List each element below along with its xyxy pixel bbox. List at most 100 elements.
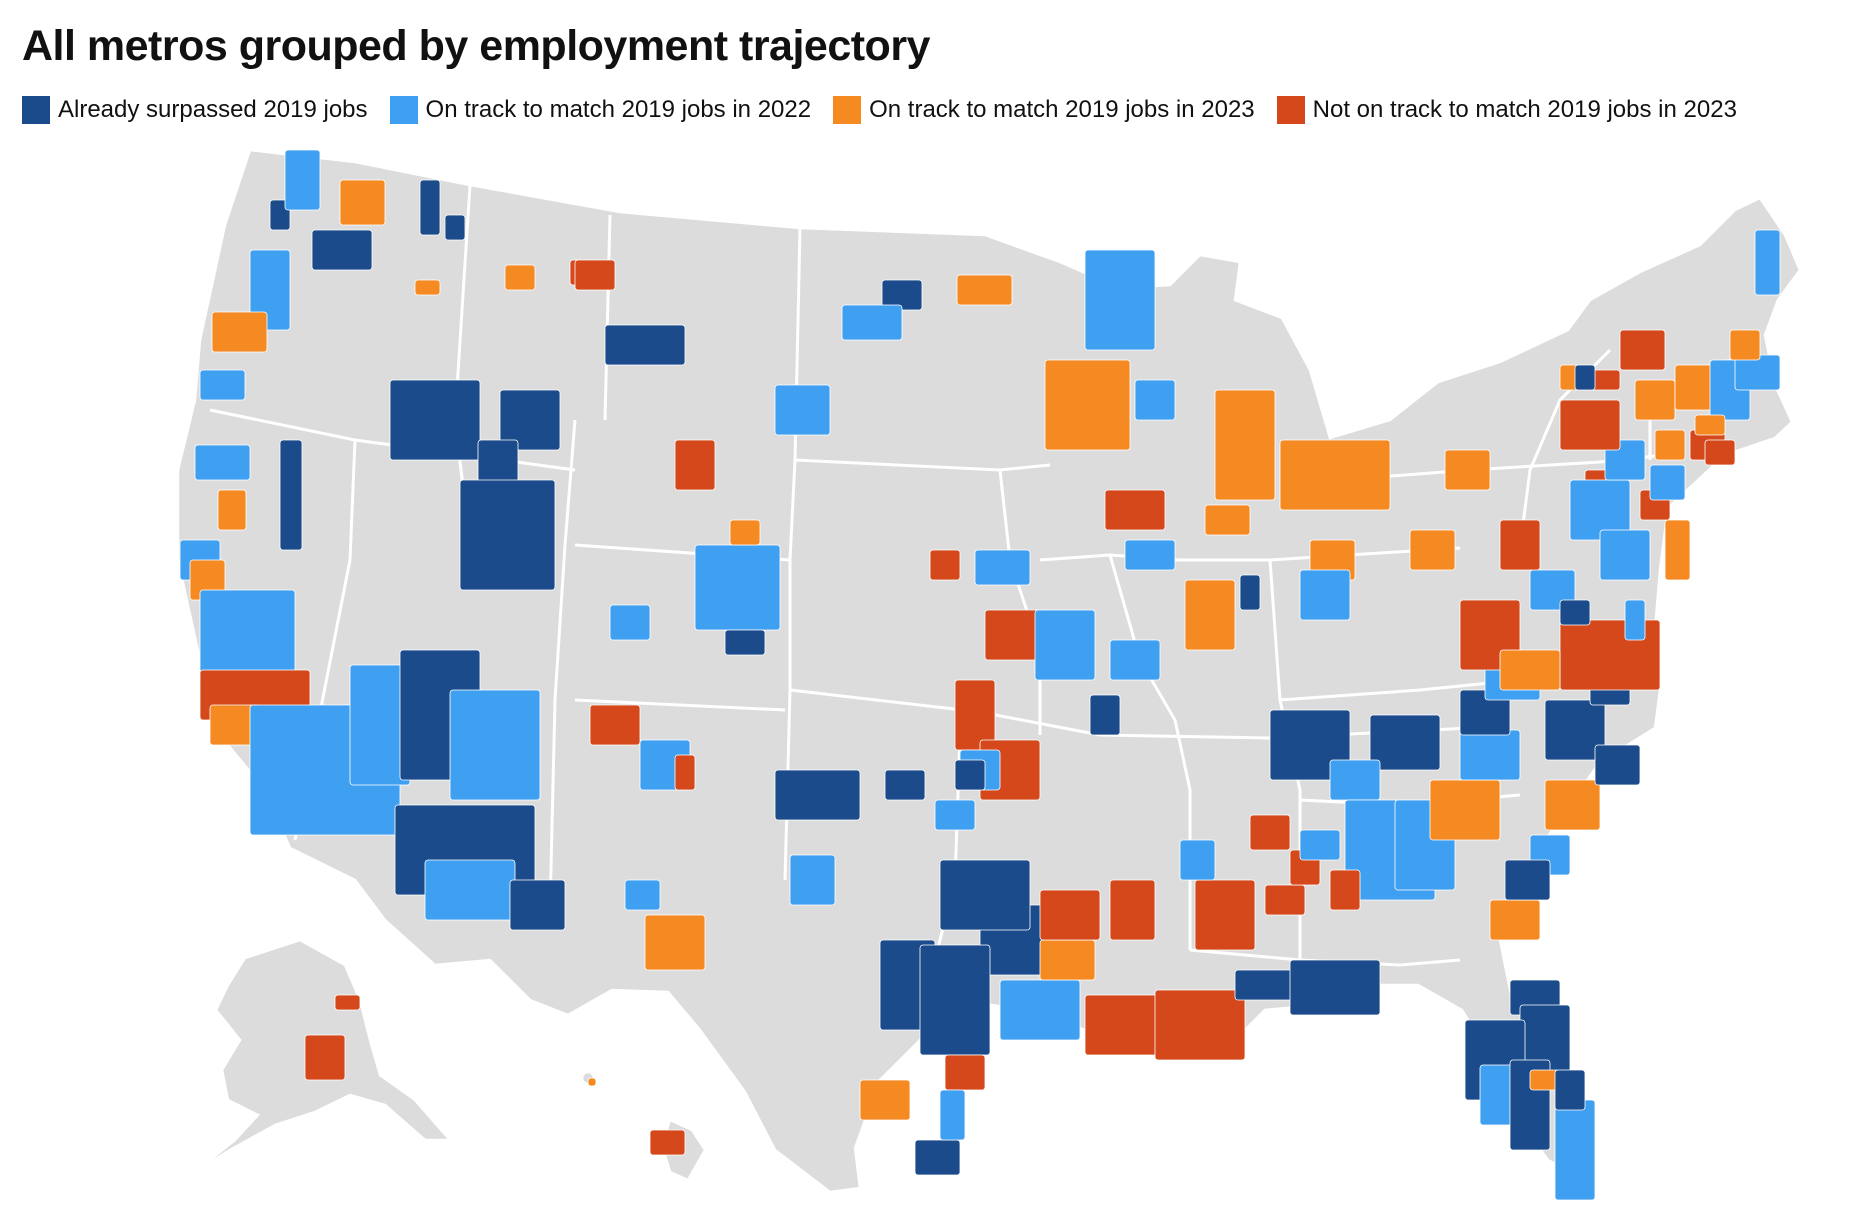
metro-area-on-track-2022	[1554, 1099, 1596, 1201]
metro-area-surpassed	[1554, 1069, 1586, 1111]
metro-area-surpassed	[1369, 714, 1441, 771]
legend-swatch	[389, 96, 418, 124]
metro-area-on-track-2023	[1544, 779, 1601, 831]
metro-area-on-track-2023	[1489, 899, 1541, 941]
metro-area-not-on-track	[1329, 869, 1361, 911]
metro-area-on-track-2022	[624, 879, 661, 911]
legend-label: On track to match 2019 jobs in 2023	[869, 96, 1255, 123]
metro-area-on-track-2022	[609, 604, 651, 641]
metro-area-surpassed	[1559, 599, 1591, 626]
metro-area-not-on-track	[1249, 814, 1291, 851]
metro-area-surpassed	[724, 629, 766, 656]
metro-area-on-track-2022	[1459, 729, 1521, 781]
metro-area-not-on-track	[574, 259, 616, 291]
metro-area-on-track-2022	[1624, 599, 1646, 641]
metro-area-on-track-2022	[789, 854, 836, 906]
metro-area-surpassed	[509, 879, 566, 931]
metro-area-on-track-2022	[449, 689, 541, 801]
metro-area-on-track-2022	[249, 249, 291, 331]
metro-area-not-on-track	[1499, 519, 1541, 571]
metro-area-surpassed	[914, 1139, 961, 1176]
metro-area-on-track-2022	[939, 1089, 966, 1141]
metro-area-not-on-track	[674, 754, 696, 791]
metro-area-on-track-2023	[1044, 359, 1131, 451]
metro-area-on-track-2023	[1634, 379, 1676, 421]
legend-swatch	[1276, 96, 1305, 124]
legend-item-not-on-track: Not on track to match 2019 jobs in 2023	[1276, 96, 1737, 124]
metro-area-on-track-2022	[841, 304, 903, 341]
metro-area-on-track-2023	[1279, 439, 1391, 511]
metro-area-on-track-2022	[1329, 759, 1381, 801]
metro-area-surpassed	[459, 479, 556, 591]
metro-area-on-track-2022	[934, 799, 976, 831]
metro-area-surpassed	[279, 439, 303, 551]
metro-area-on-track-2022	[694, 544, 781, 631]
metro-area-surpassed	[311, 229, 373, 271]
metro-area-not-on-track	[1264, 884, 1306, 916]
metro-area-on-track-2022	[424, 859, 516, 921]
metro-area-on-track-2023	[729, 519, 761, 546]
legend-item-on-track-2023: On track to match 2019 jobs in 2023	[833, 96, 1255, 124]
metro-area-on-track-2023	[339, 179, 386, 226]
metro-areas	[179, 149, 1781, 1201]
metro-area-on-track-2023	[1694, 414, 1726, 436]
metro-area-surpassed	[1544, 699, 1606, 761]
metro-area-not-on-track	[334, 994, 361, 1011]
metro-area-not-on-track	[1104, 489, 1166, 531]
metro-area-surpassed	[604, 324, 686, 366]
metro-area-not-on-track	[1154, 989, 1246, 1061]
metro-area-on-track-2022	[284, 149, 321, 211]
metro-area-on-track-2022	[1754, 229, 1781, 296]
legend-label: Already surpassed 2019 jobs	[58, 96, 368, 123]
metro-area-not-on-track	[944, 1054, 986, 1091]
metro-area-on-track-2023	[1039, 939, 1096, 981]
metro-area-on-track-2022	[1649, 464, 1686, 501]
legend-label: Not on track to match 2019 jobs in 2023	[1312, 96, 1737, 123]
metro-area-on-track-2023	[504, 264, 536, 291]
metro-area-surpassed	[1089, 694, 1121, 736]
metro-area-not-on-track	[1109, 879, 1156, 941]
metro-area-on-track-2023	[1729, 329, 1761, 361]
metro-area-surpassed	[499, 389, 561, 451]
metro-area-on-track-2022	[1084, 249, 1156, 351]
legend-swatch	[22, 96, 50, 124]
metro-area-not-on-track	[304, 1034, 346, 1081]
metro-area-surpassed	[1239, 574, 1261, 611]
metro-area-surpassed	[884, 769, 926, 801]
metro-area-on-track-2023	[1214, 389, 1276, 501]
map-title: All metros grouped by employment traject…	[22, 22, 930, 70]
metro-area-on-track-2023	[217, 489, 247, 531]
metro-area-surpassed	[419, 179, 441, 236]
metro-area-on-track-2022	[1134, 379, 1176, 421]
metro-area-on-track-2023	[1204, 504, 1251, 536]
metro-area-not-on-track	[1619, 329, 1666, 371]
metro-area-on-track-2023	[587, 1077, 597, 1087]
metro-area-surpassed	[919, 944, 991, 1056]
metro-area-not-on-track	[1559, 399, 1621, 451]
metro-area-on-track-2023	[859, 1079, 911, 1121]
metro-area-on-track-2022	[974, 549, 1031, 586]
metro-area-surpassed	[1574, 364, 1596, 391]
metro-area-on-track-2022	[1599, 529, 1651, 581]
metro-area-not-on-track	[649, 1129, 686, 1156]
metro-area-surpassed	[1594, 744, 1641, 786]
legend-swatch	[833, 96, 862, 124]
metro-area-not-on-track	[1704, 439, 1736, 466]
metro-area-on-track-2022	[194, 444, 251, 481]
metro-area-not-on-track	[1194, 879, 1256, 951]
metro-area-on-track-2023	[1499, 649, 1561, 691]
metro-area-surpassed	[939, 859, 1031, 931]
metro-area-on-track-2022	[199, 369, 246, 401]
metro-area-not-on-track	[954, 679, 996, 751]
metro-area-surpassed	[389, 379, 481, 461]
legend-label: On track to match 2019 jobs in 2022	[425, 96, 812, 123]
metro-area-on-track-2023	[956, 274, 1013, 306]
metro-area-on-track-2023	[644, 914, 706, 971]
legend: Already surpassed 2019 jobs On track to …	[22, 96, 1759, 124]
metro-area-on-track-2022	[1034, 609, 1096, 681]
metro-area-not-on-track	[1039, 889, 1101, 941]
metro-area-on-track-2023	[1654, 429, 1686, 461]
metro-area-surpassed	[444, 214, 466, 241]
metro-area-on-track-2023	[414, 279, 441, 296]
metro-area-on-track-2023	[1409, 529, 1456, 571]
